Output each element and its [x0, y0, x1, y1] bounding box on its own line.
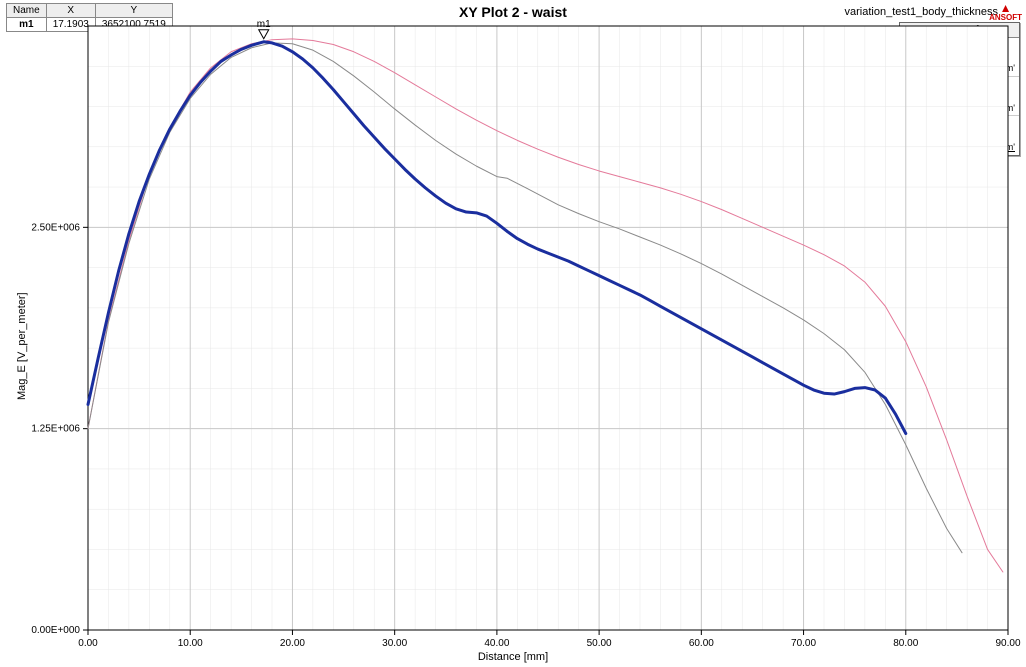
x-tick-label: 30.00 [382, 638, 407, 649]
x-tick-label: 0.00 [78, 638, 98, 649]
x-tick-label: 10.00 [178, 638, 203, 649]
x-tick-label: 60.00 [689, 638, 714, 649]
x-tick-label: 20.00 [280, 638, 305, 649]
x-tick-label: 80.00 [893, 638, 918, 649]
x-tick-label: 40.00 [484, 638, 509, 649]
y-axis-label: Mag_E [V_per_meter] [16, 292, 28, 400]
y-tick-label: 1.25E+006 [31, 424, 80, 435]
y-tick-label: 0.00E+000 [31, 625, 80, 636]
y-tick-label: 2.50E+006 [31, 222, 80, 233]
x-tick-label: 90.00 [995, 638, 1020, 649]
x-axis-label: Distance [mm] [0, 651, 1026, 663]
x-tick-label: 70.00 [791, 638, 816, 649]
x-tick-label: 50.00 [587, 638, 612, 649]
marker-label: m1 [257, 19, 271, 30]
plot-area[interactable]: 0.00 10.00 20.00 30.00 40.00 50.00 60.00 70.00 8… [0, 0, 1026, 667]
